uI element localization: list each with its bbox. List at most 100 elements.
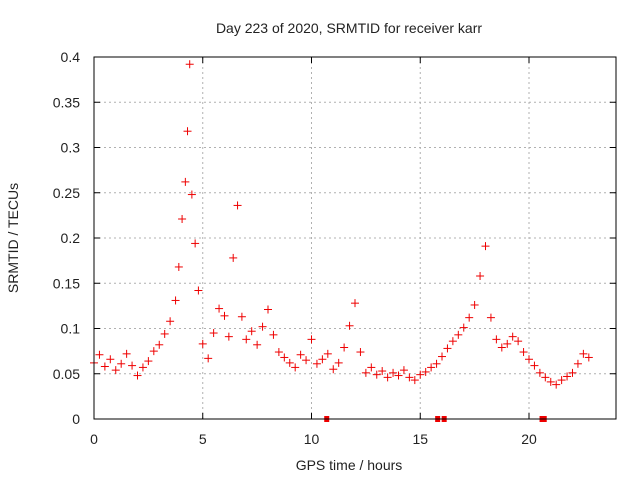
data-point bbox=[242, 335, 251, 344]
data-point bbox=[95, 350, 104, 359]
data-point bbox=[568, 368, 577, 377]
data-point bbox=[117, 359, 126, 368]
data-point bbox=[233, 201, 242, 210]
chart-title: Day 223 of 2020, SRMTID for receiver kar… bbox=[216, 20, 482, 36]
data-point bbox=[128, 361, 137, 370]
data-point bbox=[274, 348, 283, 357]
data-point bbox=[302, 356, 311, 365]
y-tick-label: 0.4 bbox=[61, 49, 81, 65]
data-point bbox=[541, 373, 550, 382]
data-point bbox=[296, 350, 305, 359]
data-point bbox=[185, 60, 194, 69]
data-point bbox=[191, 239, 200, 248]
data-point bbox=[198, 339, 207, 348]
data-point bbox=[519, 348, 528, 357]
data-point bbox=[122, 349, 131, 358]
data-point bbox=[280, 353, 289, 362]
data-point bbox=[351, 299, 359, 308]
data-point bbox=[497, 343, 506, 352]
data-point bbox=[318, 355, 327, 364]
y-tick-label: 0.35 bbox=[53, 94, 80, 110]
data-point bbox=[383, 373, 392, 382]
data-point bbox=[237, 312, 246, 321]
data-point bbox=[253, 340, 262, 349]
data-point bbox=[579, 349, 588, 358]
data-point bbox=[133, 371, 142, 380]
y-tick-label: 0 bbox=[72, 411, 80, 427]
grid bbox=[94, 57, 616, 419]
data-point bbox=[535, 368, 544, 377]
data-point bbox=[514, 337, 523, 346]
data-point bbox=[486, 313, 495, 322]
data-point bbox=[525, 355, 533, 364]
data-point bbox=[454, 330, 463, 339]
data-point bbox=[209, 329, 218, 338]
data-point bbox=[503, 339, 512, 348]
data-point bbox=[563, 372, 572, 381]
plot-frame bbox=[93, 56, 617, 420]
data-point bbox=[291, 363, 300, 372]
data-point bbox=[100, 362, 109, 371]
data-point bbox=[166, 317, 175, 326]
data-point bbox=[584, 353, 593, 362]
data-point bbox=[448, 337, 457, 346]
data-point bbox=[312, 359, 321, 368]
x-tick-label: 10 bbox=[304, 431, 320, 447]
data-point bbox=[405, 373, 414, 382]
data-point bbox=[264, 305, 272, 314]
x-tick-label: 15 bbox=[412, 431, 428, 447]
data-point bbox=[432, 359, 441, 368]
data-point bbox=[334, 358, 343, 367]
data-point bbox=[178, 214, 187, 223]
data-point bbox=[144, 357, 153, 366]
data-point bbox=[204, 354, 213, 363]
x-tick-label: 0 bbox=[90, 431, 98, 447]
y-tick-label: 0.3 bbox=[61, 140, 81, 156]
data-point bbox=[171, 296, 180, 305]
data-point bbox=[416, 370, 425, 379]
data-point bbox=[443, 344, 452, 353]
data-point bbox=[410, 376, 419, 385]
data-point bbox=[323, 349, 332, 358]
data-point bbox=[427, 363, 436, 372]
data-point bbox=[399, 366, 408, 375]
data-point bbox=[269, 330, 278, 339]
data-point bbox=[111, 366, 120, 375]
y-tick-label: 0.05 bbox=[53, 366, 80, 382]
data-point bbox=[530, 361, 539, 370]
data-point bbox=[215, 304, 224, 313]
data-point bbox=[106, 355, 115, 364]
data-point bbox=[155, 340, 164, 349]
data-point bbox=[459, 323, 468, 332]
data-point bbox=[389, 368, 398, 377]
data-point bbox=[194, 286, 203, 295]
data-point bbox=[174, 262, 183, 271]
data-point bbox=[372, 370, 381, 379]
data-point bbox=[557, 376, 566, 385]
x-axis-label: GPS time / hours bbox=[296, 457, 403, 473]
data-point bbox=[285, 358, 294, 367]
data-point bbox=[220, 311, 229, 320]
data-point bbox=[367, 363, 376, 372]
data-point bbox=[340, 343, 349, 352]
data-point bbox=[465, 313, 474, 322]
data-point bbox=[187, 190, 196, 199]
data-point bbox=[481, 242, 490, 251]
data-point bbox=[573, 359, 582, 368]
data-point bbox=[258, 322, 267, 331]
data-point bbox=[421, 367, 430, 376]
y-tick-label: 0.2 bbox=[61, 230, 81, 246]
x-tick-label: 20 bbox=[521, 431, 537, 447]
data-point bbox=[508, 332, 517, 341]
data-point bbox=[356, 348, 365, 357]
data-points bbox=[90, 60, 593, 389]
y-tick-label: 0.25 bbox=[53, 185, 80, 201]
data-point bbox=[470, 300, 479, 309]
y-axis-label: SRMTID / TECUs bbox=[5, 183, 21, 293]
data-point bbox=[329, 365, 338, 374]
data-point bbox=[224, 332, 233, 341]
data-point bbox=[247, 327, 256, 336]
data-point bbox=[181, 177, 190, 186]
x-ticks: 0 5 10 15 20 bbox=[90, 57, 537, 447]
